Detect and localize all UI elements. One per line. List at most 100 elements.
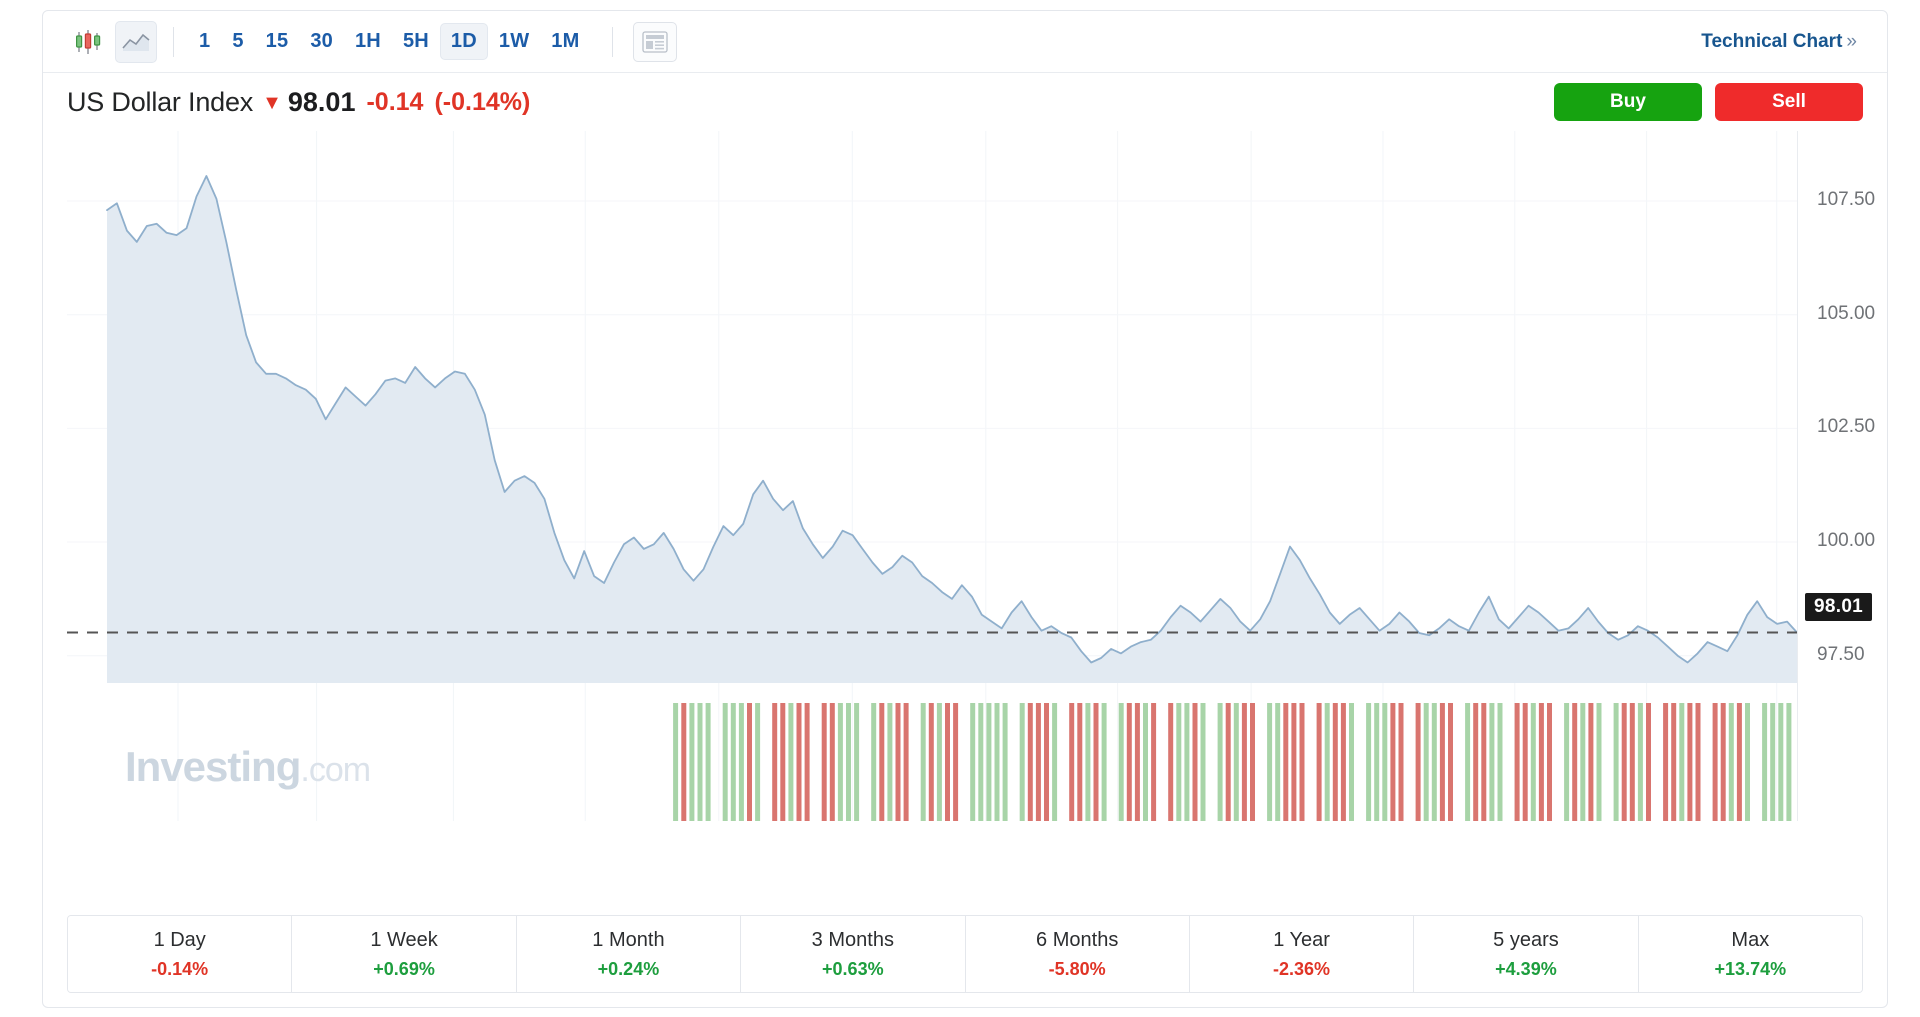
technical-chart-link[interactable]: Technical Chart»	[1701, 31, 1857, 53]
timeframe-1[interactable]: 1	[199, 30, 211, 52]
toolbar-divider-1	[173, 26, 174, 57]
volume-bar	[780, 703, 786, 821]
perf-cell[interactable]: 5 years +4.39%	[1414, 916, 1639, 992]
timeframe-30[interactable]: 30	[310, 30, 333, 52]
volume-bar	[1324, 703, 1330, 821]
volume-bar	[1448, 703, 1453, 821]
volume-bar	[1134, 703, 1140, 821]
chart-canvas[interactable]	[67, 131, 1865, 831]
volume-bar	[722, 703, 728, 821]
y-axis-tick: 102.50	[1817, 416, 1876, 438]
toolbar-divider-2	[612, 26, 614, 57]
volume-bar	[1184, 703, 1190, 821]
perf-cell[interactable]: 6 Months -5.80%	[965, 916, 1190, 992]
volume-bar	[1613, 703, 1619, 821]
volume-bar	[1663, 703, 1669, 821]
volume-bar	[1151, 703, 1157, 821]
volume-bar	[1728, 703, 1734, 821]
timeframe-5h[interactable]: 5H	[402, 30, 429, 52]
volume-bar	[1044, 703, 1049, 821]
volume-bar	[1241, 703, 1247, 821]
perf-value: +0.69%	[373, 958, 435, 979]
timeframe-1m[interactable]: 1M	[551, 30, 580, 52]
chart-toolbar: 1 5 15 30 1H 5H 1D 1W 1M Technical Chart…	[43, 11, 1887, 73]
volume-bar	[1035, 703, 1041, 821]
perf-cell[interactable]: 1 Week +0.69%	[292, 916, 517, 992]
perf-label: Max	[1731, 928, 1770, 951]
perf-label: 3 Months	[811, 928, 894, 951]
timeframe-1d[interactable]: 1D	[439, 23, 488, 60]
timeframe-1h[interactable]: 1H	[354, 30, 381, 52]
volume-bar	[920, 703, 926, 821]
volume-bar	[1770, 703, 1776, 821]
volume-bar	[846, 703, 851, 821]
volume-bar	[1736, 703, 1742, 821]
volume-bar	[1465, 703, 1471, 821]
volume-bar	[1275, 703, 1281, 821]
candlestick-chart-icon[interactable]	[67, 21, 109, 63]
volume-bar	[1101, 703, 1107, 821]
volume-bar	[1572, 703, 1578, 821]
y-axis-divider	[1797, 131, 1798, 821]
volume-bar	[1431, 703, 1437, 821]
volume-bar	[1547, 703, 1552, 821]
timeframe-15[interactable]: 15	[265, 30, 289, 52]
volume-bar	[1671, 703, 1677, 821]
volume-bar	[1786, 703, 1792, 821]
sell-button[interactable]: Sell	[1715, 83, 1863, 121]
volume-bar	[1538, 703, 1544, 821]
buy-button[interactable]: Buy	[1554, 83, 1702, 121]
volume-bar	[887, 703, 893, 821]
volume-bar	[1564, 703, 1570, 821]
volume-bar	[1588, 703, 1594, 821]
volume-bar	[1374, 703, 1380, 821]
perf-label: 1 Year	[1273, 928, 1330, 951]
volume-bar	[1052, 703, 1058, 821]
volume-bar	[1762, 703, 1768, 821]
perf-cell[interactable]: Max +13.74%	[1638, 916, 1862, 992]
volume-bar	[1580, 703, 1586, 821]
volume-bar	[1621, 703, 1627, 821]
timeframe-1w[interactable]: 1W	[498, 30, 530, 52]
volume-bar	[970, 703, 976, 821]
volume-bar	[1077, 703, 1083, 821]
volume-bar	[1349, 703, 1354, 821]
volume-bar	[1225, 703, 1231, 821]
y-axis-tick: 107.50	[1817, 189, 1876, 211]
perf-label: 6 Months	[1036, 928, 1119, 951]
volume-bar	[1340, 703, 1346, 821]
y-axis-tick: 105.00	[1817, 302, 1876, 324]
volume-bar	[689, 703, 695, 821]
volume-bar	[903, 703, 909, 821]
volume-bar	[1596, 703, 1602, 821]
chart-price-line	[106, 175, 1798, 664]
price-change-pct: (-0.14%)	[434, 87, 531, 116]
perf-cell[interactable]: 3 Months +0.63%	[741, 916, 966, 992]
timeframe-5[interactable]: 5	[232, 30, 244, 52]
perf-value: -0.14%	[151, 958, 209, 979]
volume-bar	[1637, 703, 1643, 821]
volume-bar	[1481, 703, 1487, 821]
volume-bar	[1423, 703, 1429, 821]
volume-bar	[945, 703, 950, 821]
news-layout-icon[interactable]	[633, 21, 678, 62]
volume-bar	[772, 703, 778, 821]
area-chart-icon[interactable]	[115, 20, 157, 63]
perf-cell[interactable]: 1 Day -0.14%	[68, 916, 293, 992]
chart-widget: 1 5 15 30 1H 5H 1D 1W 1M Technical Chart…	[42, 10, 1888, 1008]
volume-bar	[936, 703, 942, 821]
volume-bar	[673, 703, 679, 821]
perf-cell[interactable]: 1 Month +0.24%	[516, 916, 742, 992]
volume-bar	[1283, 703, 1289, 821]
volume-bar	[705, 703, 711, 821]
volume-bar	[821, 703, 827, 821]
perf-value: +13.74%	[1714, 958, 1787, 979]
volume-bar	[788, 703, 794, 821]
y-axis-tick: 97.50	[1817, 643, 1865, 665]
volume-bar	[871, 703, 877, 821]
volume-bar	[1712, 703, 1718, 821]
perf-value: -2.36%	[1273, 958, 1331, 979]
volume-bar	[1143, 703, 1148, 821]
perf-cell[interactable]: 1 Year -2.36%	[1189, 916, 1415, 992]
